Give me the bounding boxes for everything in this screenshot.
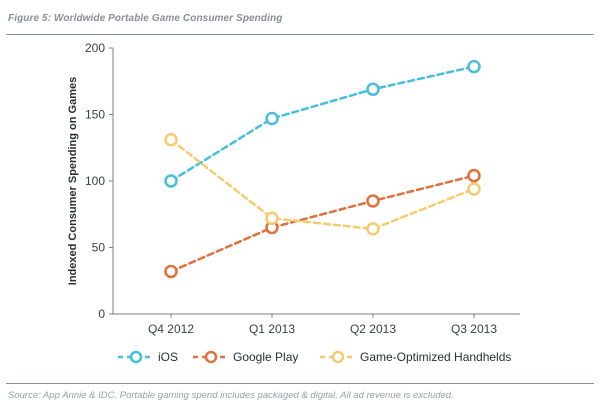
series-line-ios (169, 65, 476, 183)
series-line-google_play (169, 174, 476, 273)
legend-marker-handhelds (331, 350, 345, 364)
figure-title: Figure 5: Worldwide Portable Game Consum… (8, 13, 283, 24)
data-point-google_play (467, 168, 481, 183)
x-tick-label: Q1 2013 (249, 322, 295, 336)
line-chart: 0 50 100 150 200 Q4 2012 Q1 2013 Q2 2013 Q3 2013… (67, 41, 520, 364)
data-point-ios (164, 174, 178, 188)
top-rule (6, 34, 594, 35)
series-line-handhelds (169, 138, 476, 231)
bottom-rule (6, 383, 594, 384)
y-tick-label: 0 (98, 307, 105, 321)
y-tick-label: 100 (85, 174, 105, 188)
chart-legend: iOS Google Play Game-Optimized Handhelds (118, 350, 511, 364)
data-point-ios (265, 111, 279, 126)
x-tick-label: Q4 2012 (148, 322, 194, 336)
legend-label-google_play: Google Play (233, 350, 298, 364)
y-axis-label: Indexed Consumer Spending on Games (67, 77, 79, 285)
data-point-google_play (366, 194, 380, 208)
legend-label-ios: iOS (158, 350, 178, 364)
data-point-handhelds (366, 222, 380, 236)
data-point-handhelds (467, 182, 481, 196)
data-point-ios (467, 59, 481, 74)
data-point-handhelds (164, 133, 178, 147)
y-tick-label: 150 (85, 108, 105, 122)
data-point-handhelds (265, 211, 279, 225)
legend-label-handhelds: Game-Optimized Handhelds (360, 350, 511, 364)
legend-marker-google_play (204, 350, 218, 364)
x-tick-label: Q3 2013 (451, 322, 497, 336)
chart-axes: 0 50 100 150 200 Q4 2012 Q1 2013 Q2 2013 Q3 2013… (67, 41, 520, 336)
source-note: Source: App Annie & IDC. Portable gaming… (8, 390, 454, 401)
x-tick-label: Q2 2013 (350, 322, 396, 336)
y-tick-label: 50 (92, 241, 106, 255)
data-point-google_play (164, 264, 178, 279)
y-tick-label: 200 (85, 41, 105, 55)
legend-marker-ios (129, 350, 143, 364)
data-point-ios (366, 82, 380, 96)
chart-series (164, 59, 481, 279)
